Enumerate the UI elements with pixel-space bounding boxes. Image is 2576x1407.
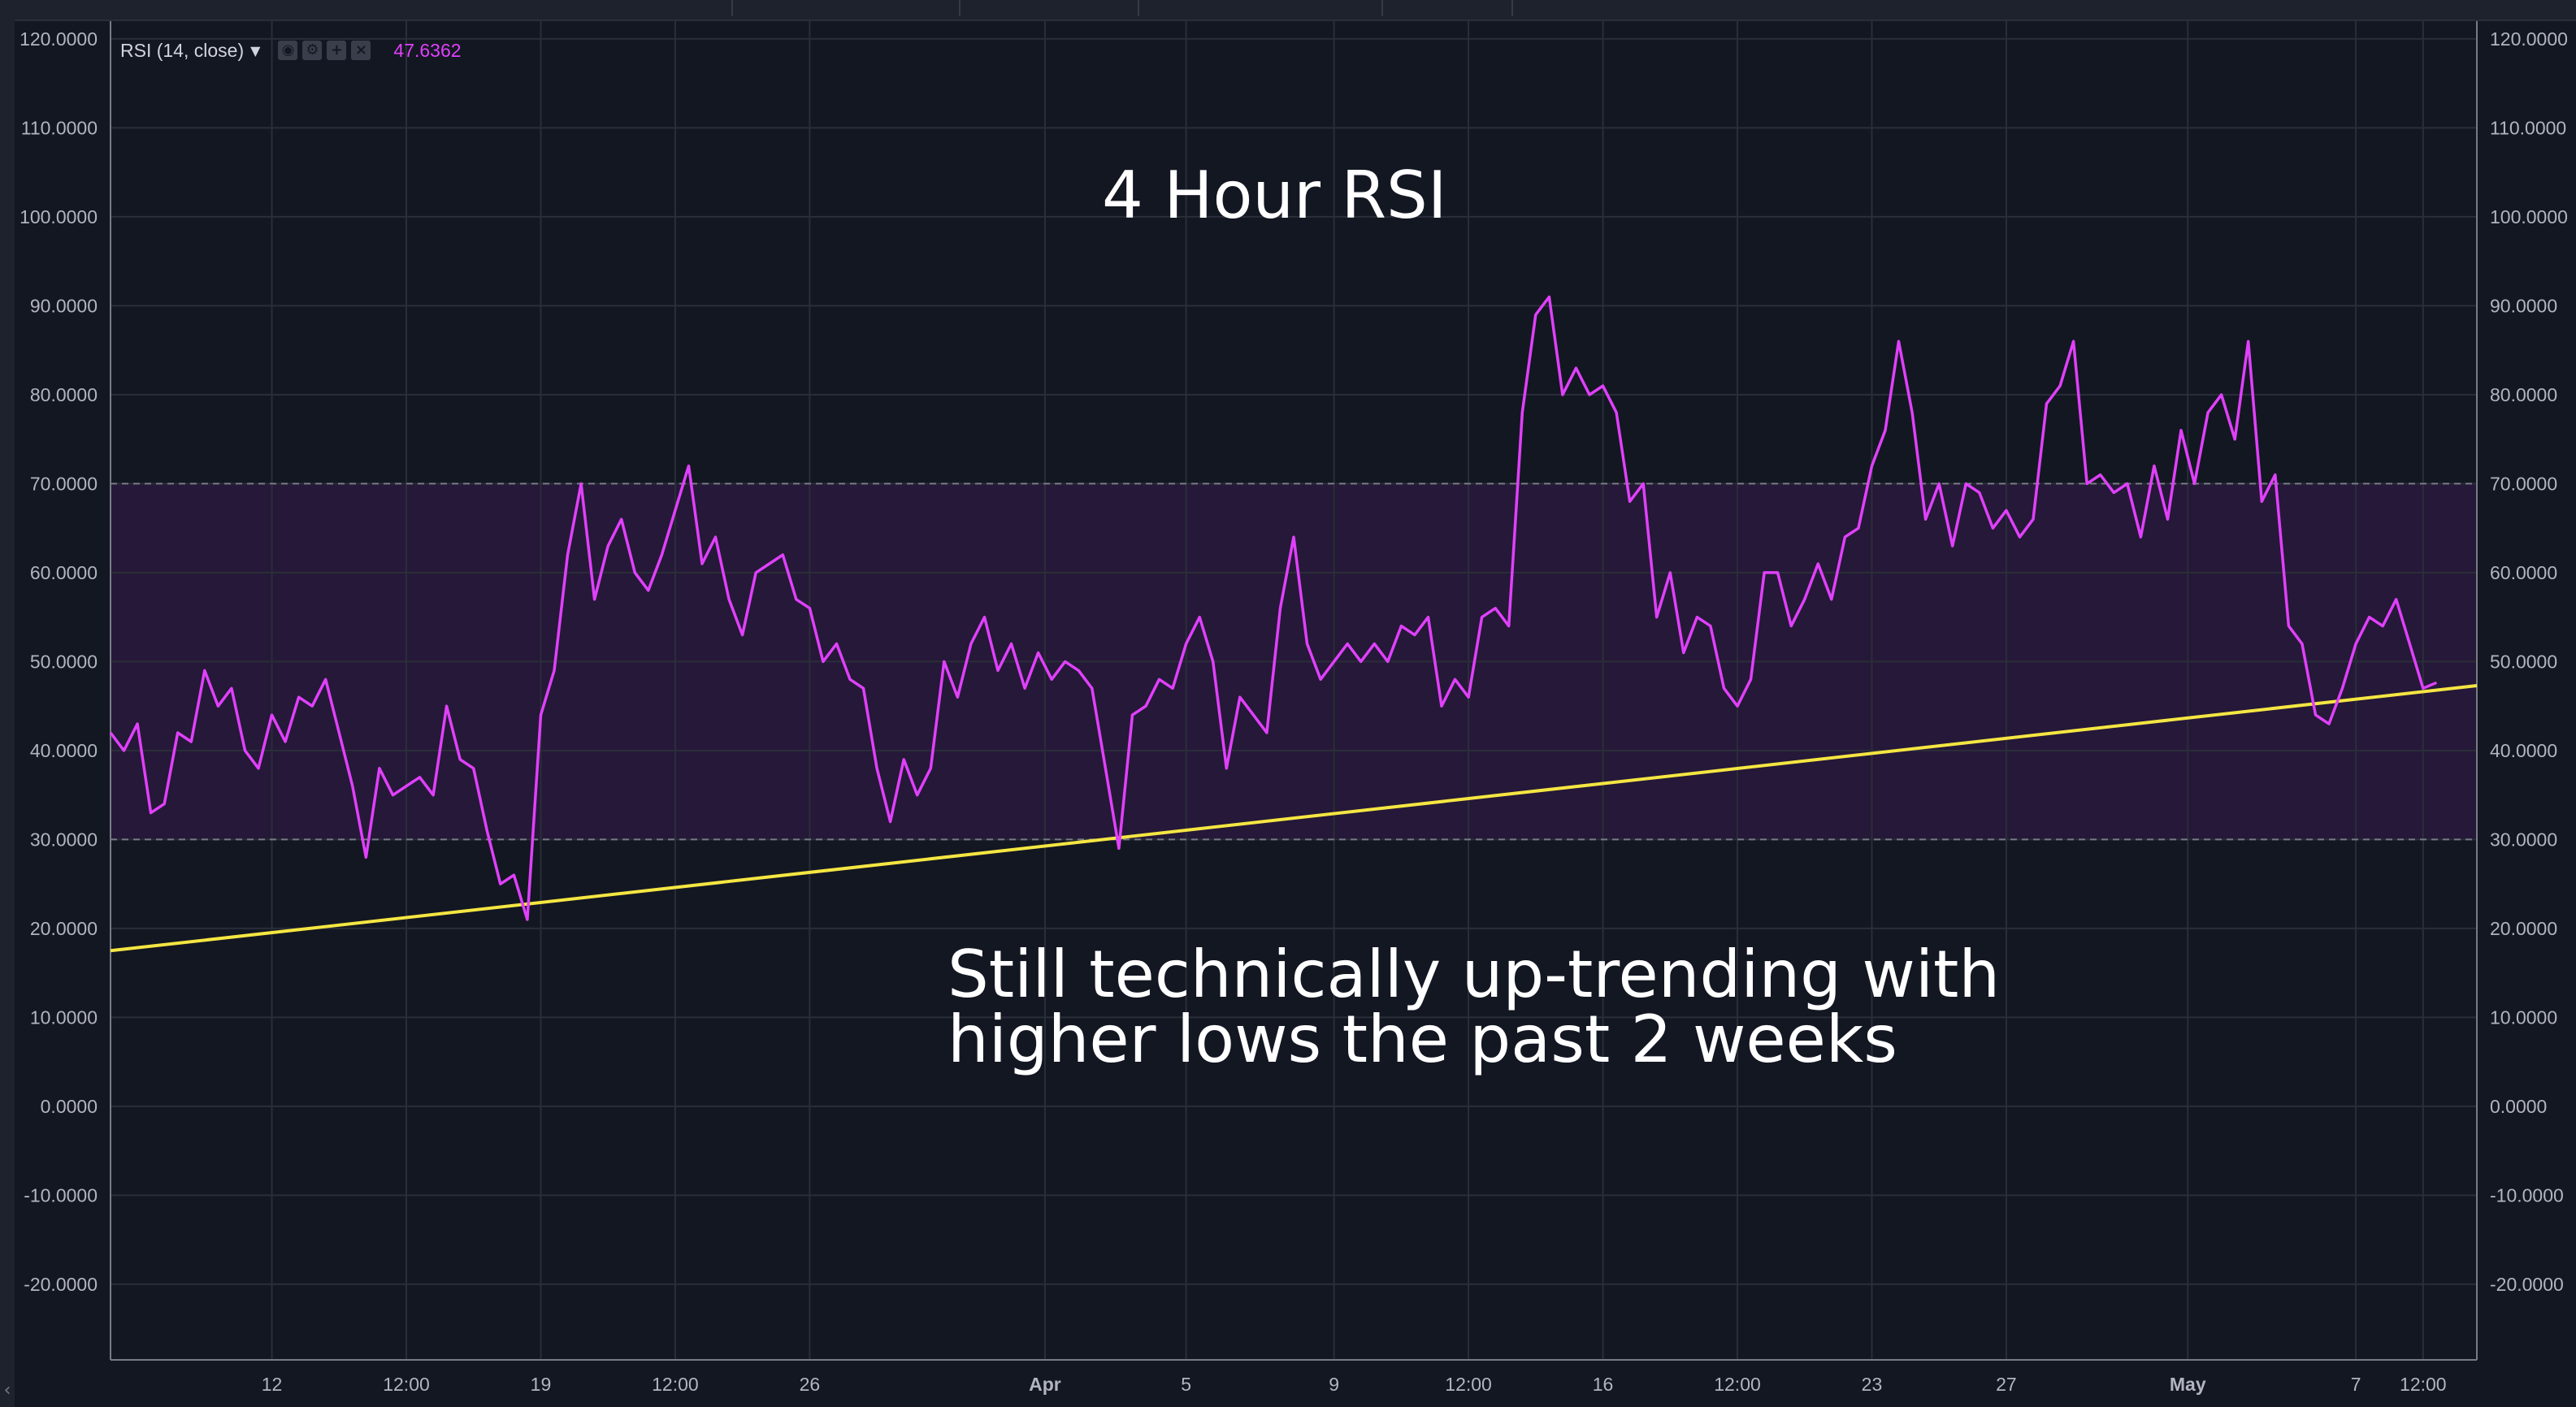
y-tick-label-left: 30.0000 — [30, 829, 98, 850]
y-tick-label-right: 90.0000 — [2490, 295, 2557, 316]
annotation-line: Still technically up-trending with — [948, 937, 2001, 1012]
toolbar-button[interactable] — [731, 0, 782, 16]
x-tick-label: 12:00 — [652, 1374, 699, 1395]
y-tick-label-right: 70.0000 — [2490, 473, 2557, 494]
x-tick-label: 12:00 — [1714, 1374, 1761, 1395]
y-tick-label-left: 90.0000 — [30, 295, 98, 316]
x-tick-label: 23 — [1862, 1374, 1883, 1395]
trendline — [110, 683, 2478, 953]
gear-icon[interactable]: ⚙ — [302, 41, 323, 60]
x-tick-label: 5 — [1181, 1374, 1191, 1395]
y-tick-label-left: -10.0000 — [24, 1184, 98, 1206]
y-tick-label-left: 60.0000 — [30, 562, 98, 583]
toolbar-button[interactable] — [959, 0, 1009, 16]
left-panel-strip: ‹ — [0, 19, 15, 1407]
y-tick-label-right: -20.0000 — [2490, 1274, 2564, 1295]
caret-down-icon[interactable]: ▼ — [250, 42, 261, 58]
y-tick-label-left: 0.0000 — [41, 1096, 98, 1117]
collapse-arrow-icon[interactable]: ‹ — [3, 1380, 11, 1401]
y-tick-label-right: -10.0000 — [2490, 1184, 2564, 1206]
y-tick-label-right: 20.0000 — [2490, 918, 2557, 939]
x-tick-label: 12 — [262, 1374, 283, 1395]
y-tick-label-left: 80.0000 — [30, 384, 98, 405]
y-tick-label-left: 50.0000 — [30, 651, 98, 672]
plot-area — [111, 21, 2477, 1360]
y-tick-label-left: 100.0000 — [20, 206, 98, 227]
x-tick-label: 7 — [2351, 1374, 2361, 1395]
top-toolbar — [0, 0, 2576, 21]
y-tick-label-right: 30.0000 — [2490, 829, 2557, 850]
x-tick-label: Apr — [1029, 1374, 1061, 1395]
x-tick-label: 12:00 — [383, 1374, 430, 1395]
chart-annotation-note[interactable]: Still technically up-trending with highe… — [948, 942, 2000, 1072]
indicator-legend: RSI (14, close) ▼ ◉ ⚙ + × 47.6362 — [120, 36, 462, 65]
y-tick-label-left: 20.0000 — [30, 918, 98, 939]
y-tick-label-left: 70.0000 — [30, 473, 98, 494]
y-tick-label-right: 110.0000 — [2490, 117, 2566, 138]
close-icon[interactable]: × — [351, 41, 371, 60]
y-tick-label-left: -20.0000 — [24, 1274, 98, 1295]
x-tick-label: May — [2170, 1374, 2206, 1395]
y-tick-label-right: 100.0000 — [2490, 206, 2568, 227]
x-tick-label: 26 — [800, 1374, 821, 1395]
chart-annotation-title[interactable]: 4 Hour RSI — [1102, 158, 1447, 233]
plus-icon[interactable]: + — [327, 41, 347, 60]
y-tick-label-right: 80.0000 — [2490, 384, 2557, 405]
eye-icon[interactable]: ◉ — [278, 41, 298, 60]
x-tick-label: 16 — [1593, 1374, 1614, 1395]
y-tick-label-right: 120.0000 — [2490, 28, 2568, 50]
toolbar-button[interactable] — [1381, 0, 1432, 16]
y-tick-label-right: 0.0000 — [2490, 1096, 2547, 1117]
y-tick-label-right: 10.0000 — [2490, 1007, 2557, 1028]
indicator-name[interactable]: RSI (14, close) — [120, 39, 245, 61]
y-tick-label-left: 40.0000 — [30, 740, 98, 761]
y-tick-label-left: 10.0000 — [30, 1007, 98, 1028]
y-tick-label-left: 120.0000 — [20, 28, 98, 50]
toolbar-button[interactable] — [1511, 0, 1562, 16]
y-tick-label-right: 40.0000 — [2490, 740, 2557, 761]
x-tick-label: 12:00 — [1445, 1374, 1492, 1395]
x-tick-label: 19 — [531, 1374, 552, 1395]
toolbar-button[interactable] — [1138, 0, 1188, 16]
indicator-value: 47.6362 — [393, 39, 462, 61]
y-tick-label-right: 60.0000 — [2490, 562, 2557, 583]
x-tick-label: 27 — [1996, 1374, 2017, 1395]
x-tick-label: 12:00 — [2400, 1374, 2447, 1395]
rsi-series-line — [109, 295, 2438, 921]
y-tick-label-left: 110.0000 — [21, 117, 98, 138]
annotation-line: higher lows the past 2 weeks — [948, 1002, 1897, 1077]
x-tick-label: 9 — [1329, 1374, 1339, 1395]
y-tick-label-right: 50.0000 — [2490, 651, 2557, 672]
